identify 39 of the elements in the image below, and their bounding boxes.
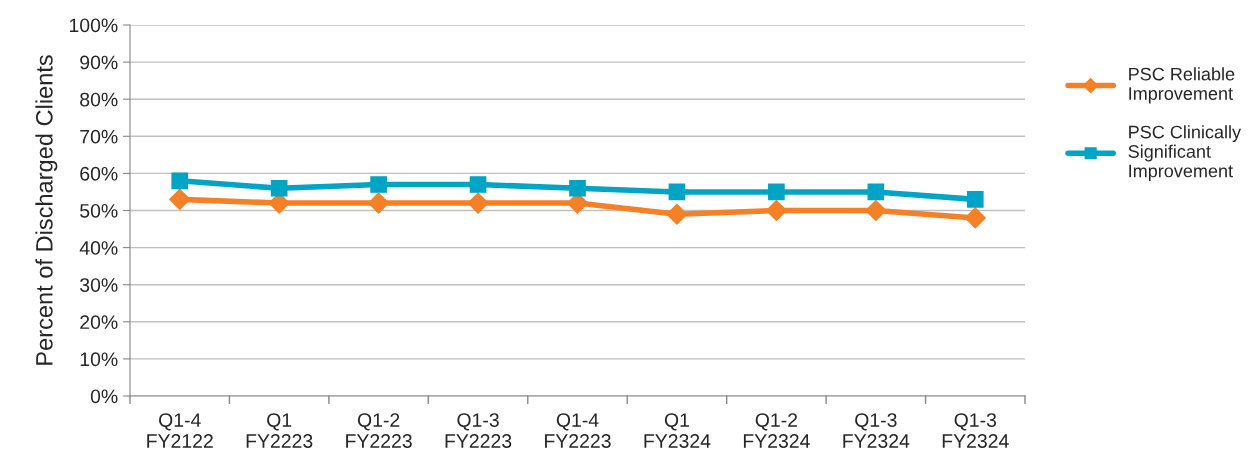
y-tick-label: 10% <box>80 352 118 367</box>
x-tick-label: Q1-4 FY2122 <box>147 413 213 448</box>
point <box>569 179 586 197</box>
point <box>966 191 984 208</box>
point <box>169 188 191 210</box>
point <box>469 176 487 193</box>
y-tick-label: 20% <box>80 315 118 330</box>
y-tick-label: 30% <box>80 278 118 292</box>
y-tick-label: 100% <box>69 18 118 33</box>
y-tick-label: 70% <box>80 129 118 144</box>
point <box>964 207 986 229</box>
point <box>765 199 787 222</box>
point <box>467 192 489 214</box>
x-tick-label: Q1-3 FY2324 <box>843 413 910 448</box>
x-tick-label: Q1 FY2324 <box>644 413 711 448</box>
x-tick-label: Q1-4 FY2223 <box>545 413 611 448</box>
point <box>668 183 686 201</box>
x-tick-label: Q1-3 FY2324 <box>942 413 1009 448</box>
y-tick-label: 60% <box>80 166 118 181</box>
x-tick-label: Q1-2 FY2324 <box>743 413 810 448</box>
point <box>171 172 189 190</box>
point <box>368 192 390 214</box>
y-tick-label: 90% <box>80 55 118 70</box>
point <box>270 179 288 197</box>
y-tick-label: 0% <box>90 389 118 404</box>
point <box>865 199 887 222</box>
point <box>768 183 785 201</box>
point <box>370 176 387 193</box>
legend-label: PSC Clinically Significant Improvement <box>1128 125 1242 181</box>
y-tick-label: 80% <box>80 92 118 107</box>
point <box>666 203 688 225</box>
y-axis-title: Percent of Discharged Clients <box>35 55 58 365</box>
x-tick-label: Q1-3 FY2223 <box>445 413 512 448</box>
x-tick-label: Q1 FY2223 <box>246 413 313 448</box>
x-tick-label: Q1-2 FY2223 <box>346 413 412 448</box>
y-tick-label: 40% <box>79 241 118 255</box>
point <box>867 183 885 201</box>
legend-label: PSC Reliable Improvement <box>1129 67 1235 104</box>
y-tick-label: 50% <box>80 203 118 218</box>
